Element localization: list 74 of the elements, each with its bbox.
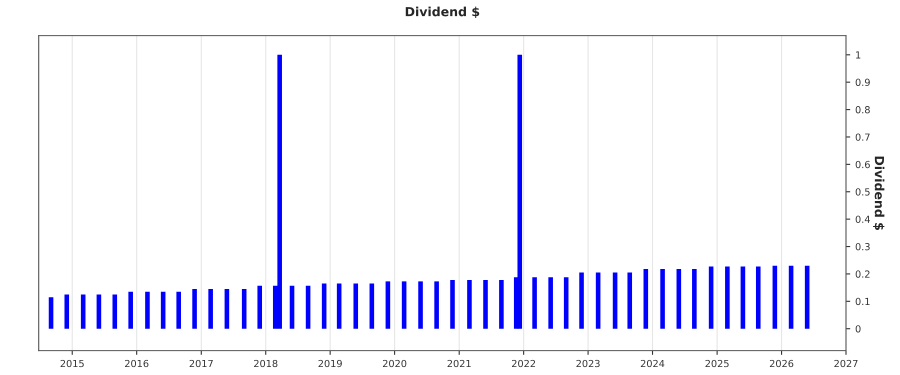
bar xyxy=(277,54,282,329)
bar xyxy=(499,280,504,329)
bar xyxy=(290,286,294,329)
bar xyxy=(579,272,584,329)
x-tick-label: 2017 xyxy=(190,360,213,368)
y-tick-label: 0.2 xyxy=(856,270,870,278)
bar xyxy=(128,292,133,329)
bar xyxy=(676,269,682,329)
bar xyxy=(434,281,439,329)
bar xyxy=(80,294,86,329)
bar xyxy=(242,288,246,329)
y-tick-label: 0 xyxy=(856,325,861,333)
bar xyxy=(450,280,455,329)
x-tick-label: 2015 xyxy=(60,360,84,368)
bar xyxy=(192,288,197,329)
bar xyxy=(176,292,181,329)
y-tick-label: 0.1 xyxy=(856,298,870,306)
bar xyxy=(208,288,213,329)
y-tick-label: 0.8 xyxy=(856,106,870,114)
bar xyxy=(353,284,358,329)
x-tick-label: 2020 xyxy=(382,360,406,368)
bar xyxy=(145,292,150,329)
bar xyxy=(644,269,648,329)
y-tick-label: 0.4 xyxy=(856,216,870,223)
bar xyxy=(386,281,390,329)
bar xyxy=(96,294,102,329)
y-tick-label: 0.7 xyxy=(856,133,870,141)
bar xyxy=(772,266,778,329)
bar xyxy=(48,297,54,329)
bar xyxy=(64,294,70,329)
bar xyxy=(257,286,262,329)
bar xyxy=(596,272,600,329)
x-tick-label: 2022 xyxy=(512,360,536,368)
x-tick-label: 2018 xyxy=(254,360,278,368)
bar xyxy=(692,269,697,329)
bar xyxy=(548,277,553,329)
bar xyxy=(725,266,730,329)
bar xyxy=(627,272,632,329)
bar xyxy=(336,284,342,329)
y-tick-label: 0.6 xyxy=(856,160,870,168)
bar xyxy=(788,266,794,329)
x-tick-label: 2026 xyxy=(770,360,794,368)
bar xyxy=(804,266,810,329)
chart-title: Dividend $ xyxy=(406,6,480,18)
y-tick-label: 0.3 xyxy=(856,243,870,250)
bar xyxy=(517,54,522,329)
bar xyxy=(740,266,746,329)
x-tick-label: 2025 xyxy=(705,360,729,368)
bar xyxy=(160,292,166,329)
y-tick-label: 0.9 xyxy=(856,78,870,86)
bar xyxy=(112,294,118,329)
x-tick-label: 2021 xyxy=(448,360,471,368)
y-tick-label: 1 xyxy=(856,51,860,58)
x-tick-label: 2023 xyxy=(576,360,600,368)
bar xyxy=(756,266,761,329)
bar xyxy=(708,266,714,329)
bar xyxy=(660,269,665,329)
bar xyxy=(418,281,423,329)
bar xyxy=(224,288,230,329)
x-tick-label: 2024 xyxy=(640,360,664,368)
y-axis-title: Dividend $ xyxy=(873,156,884,230)
x-tick-label: 2019 xyxy=(318,360,342,368)
bar xyxy=(532,277,537,329)
bar xyxy=(306,286,310,329)
x-tick-label: 2027 xyxy=(834,360,858,368)
bar xyxy=(402,281,406,329)
bar xyxy=(564,277,568,329)
bar xyxy=(612,272,618,329)
bar xyxy=(370,284,374,329)
y-tick-label: 0.5 xyxy=(856,188,870,196)
bar xyxy=(467,280,472,329)
bar xyxy=(483,280,488,329)
bar xyxy=(322,284,326,329)
x-tick-label: 2016 xyxy=(125,360,148,368)
